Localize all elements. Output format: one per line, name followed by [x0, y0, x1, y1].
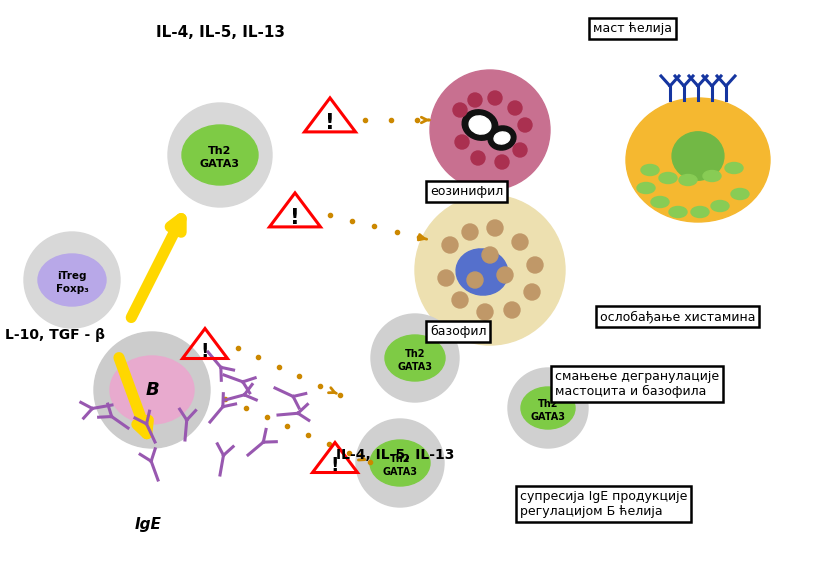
Circle shape [356, 419, 444, 507]
Text: маст ћелија: маст ћелија [593, 22, 672, 35]
Text: !: ! [200, 341, 210, 361]
Circle shape [468, 93, 482, 107]
Ellipse shape [669, 207, 687, 217]
Text: Th2: Th2 [538, 399, 559, 409]
Ellipse shape [659, 172, 677, 183]
Circle shape [524, 284, 540, 300]
Ellipse shape [725, 163, 743, 174]
Circle shape [497, 267, 513, 283]
Circle shape [487, 220, 503, 236]
Ellipse shape [637, 183, 655, 193]
Text: Th2: Th2 [405, 349, 425, 359]
Circle shape [452, 292, 468, 308]
Circle shape [527, 257, 543, 273]
Text: !: ! [331, 456, 339, 475]
Text: супресија IgE продукције
регулацијом Б ћелија: супресија IgE продукције регулацијом Б ћ… [520, 490, 687, 518]
Ellipse shape [110, 356, 194, 424]
Circle shape [488, 91, 502, 105]
Circle shape [513, 143, 527, 157]
Ellipse shape [641, 164, 659, 175]
Text: IL-4, IL-5, IL-13: IL-4, IL-5, IL-13 [336, 448, 454, 462]
Text: смањење дегранулације
мастоцита и базофила: смањење дегранулације мастоцита и базофи… [555, 370, 719, 398]
Circle shape [462, 224, 478, 240]
Ellipse shape [182, 125, 258, 185]
Text: базофил: базофил [430, 325, 487, 338]
Ellipse shape [488, 126, 516, 150]
Circle shape [467, 272, 483, 288]
Text: L-10, TGF - β: L-10, TGF - β [5, 328, 105, 342]
Circle shape [94, 332, 210, 448]
Circle shape [371, 314, 459, 402]
Text: IL-4, IL-5, IL-13: IL-4, IL-5, IL-13 [155, 25, 285, 40]
Text: ослобађање хистамина: ослобађање хистамина [600, 310, 756, 323]
Text: iTreg: iTreg [58, 271, 87, 281]
Ellipse shape [370, 440, 430, 486]
Circle shape [453, 103, 467, 117]
Text: !: ! [290, 208, 300, 228]
Ellipse shape [521, 387, 575, 429]
Ellipse shape [38, 254, 106, 306]
Ellipse shape [456, 249, 508, 295]
Ellipse shape [703, 171, 721, 182]
Circle shape [438, 270, 454, 286]
Text: !: ! [325, 113, 335, 133]
Ellipse shape [626, 98, 770, 222]
Text: Foxp₃: Foxp₃ [56, 284, 89, 294]
Ellipse shape [385, 335, 445, 381]
Ellipse shape [469, 116, 491, 134]
Circle shape [415, 195, 565, 345]
Circle shape [477, 304, 493, 320]
Circle shape [508, 101, 522, 115]
Circle shape [482, 247, 498, 263]
Circle shape [442, 237, 458, 253]
Text: IgE: IgE [134, 517, 161, 533]
Ellipse shape [463, 110, 498, 140]
Circle shape [471, 151, 485, 165]
Ellipse shape [731, 188, 749, 200]
Circle shape [508, 368, 588, 448]
Text: B: B [145, 381, 159, 399]
Ellipse shape [691, 207, 709, 217]
Circle shape [518, 118, 532, 132]
Circle shape [430, 70, 550, 190]
Text: Th2: Th2 [208, 146, 231, 156]
Ellipse shape [672, 132, 724, 180]
Circle shape [504, 302, 520, 318]
Ellipse shape [711, 200, 729, 212]
Circle shape [512, 234, 528, 250]
Text: Th2: Th2 [390, 454, 410, 464]
Text: GATA3: GATA3 [382, 467, 418, 477]
Ellipse shape [494, 132, 510, 144]
Text: еозинифил: еозинифил [430, 185, 504, 198]
Circle shape [495, 155, 509, 169]
Ellipse shape [651, 196, 669, 208]
Text: GATA3: GATA3 [200, 159, 240, 169]
Circle shape [24, 232, 120, 328]
Ellipse shape [679, 175, 697, 185]
Text: GATA3: GATA3 [397, 362, 433, 372]
Circle shape [168, 103, 272, 207]
Text: GATA3: GATA3 [530, 412, 565, 422]
Circle shape [455, 135, 469, 149]
